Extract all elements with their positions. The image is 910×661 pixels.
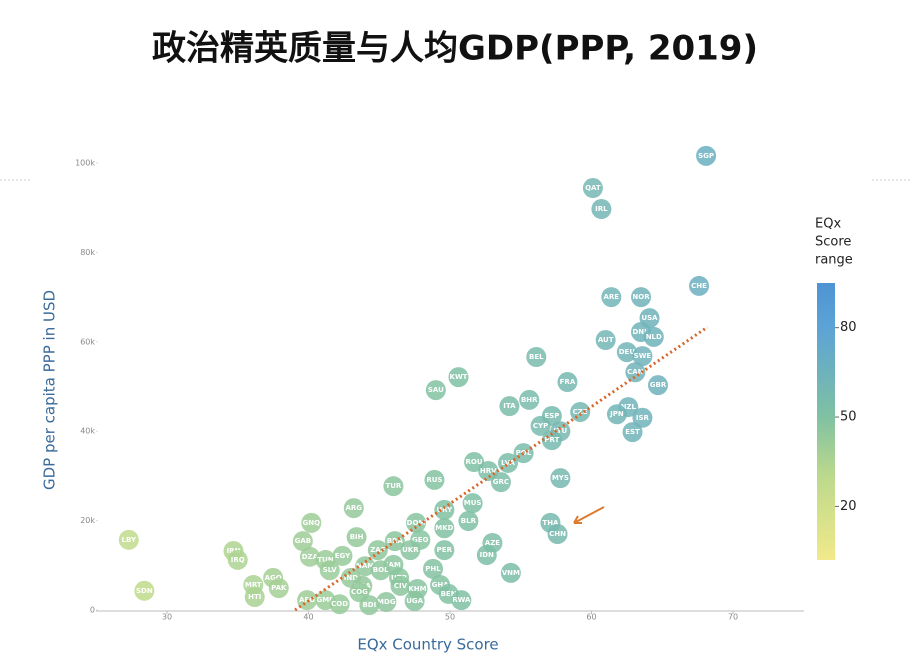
point	[582, 178, 603, 199]
x-tick-label: 70	[728, 613, 738, 622]
colorbar-tick-label: 80	[840, 320, 857, 335]
point	[359, 595, 380, 616]
point	[530, 415, 551, 436]
colorbar-title: range	[815, 253, 853, 268]
point	[301, 512, 322, 533]
point	[631, 287, 652, 308]
point	[498, 452, 519, 473]
x-tick-label: 60	[586, 613, 596, 622]
chart-title: 政治精英质量与人均GDP(PPP, 2019)	[152, 29, 758, 69]
point	[547, 524, 568, 545]
point	[332, 545, 353, 566]
point	[434, 499, 455, 520]
point	[404, 591, 425, 612]
point	[319, 560, 340, 581]
point	[423, 558, 444, 579]
point	[499, 396, 520, 417]
point	[118, 529, 139, 550]
point	[462, 493, 483, 514]
y-tick-label: 40k	[80, 427, 95, 436]
point	[476, 545, 497, 566]
point	[606, 404, 627, 425]
point	[591, 199, 612, 220]
point	[648, 375, 669, 396]
y-axis-title: GDP per capita PPP in USD	[41, 290, 59, 490]
colorbar-tick-label: 50	[840, 410, 857, 425]
annotation-arrow	[573, 506, 605, 524]
point	[299, 546, 320, 567]
point	[550, 468, 571, 489]
colorbar-title: Score	[815, 235, 851, 250]
point	[500, 562, 521, 583]
point	[616, 342, 637, 363]
point	[227, 549, 248, 570]
point	[570, 401, 591, 422]
colorbar	[817, 283, 835, 560]
colorbar-tick-label: 20	[840, 499, 857, 514]
point	[346, 527, 367, 548]
x-tick-label: 40	[303, 613, 313, 622]
y-tick-label: 20k	[80, 516, 95, 525]
point	[689, 275, 710, 296]
point	[601, 287, 622, 308]
point	[458, 511, 479, 532]
point	[329, 594, 350, 615]
point	[643, 326, 664, 347]
point	[343, 498, 364, 519]
point	[390, 575, 411, 596]
point	[370, 560, 391, 581]
point	[244, 587, 265, 608]
y-tick-label: 100k	[75, 159, 95, 168]
point	[268, 578, 289, 599]
trend-line	[294, 325, 709, 612]
point	[541, 430, 562, 451]
point	[367, 540, 388, 561]
x-axis-title: EQx Country Score	[357, 636, 498, 654]
point	[425, 380, 446, 401]
point	[383, 476, 404, 497]
point	[406, 512, 427, 533]
point	[451, 590, 472, 611]
point	[632, 346, 653, 367]
point	[424, 469, 445, 490]
point	[557, 372, 578, 393]
point	[376, 591, 397, 612]
point	[448, 367, 469, 388]
point	[696, 145, 717, 166]
point	[434, 518, 455, 539]
point	[134, 580, 155, 601]
point	[526, 347, 547, 368]
y-tick-label: 0	[90, 606, 95, 615]
x-tick-label: 50	[445, 613, 455, 622]
point	[595, 330, 616, 351]
point	[490, 472, 511, 493]
point	[434, 540, 455, 561]
point	[625, 362, 646, 383]
point	[519, 389, 540, 410]
y-tick-label: 80k	[80, 248, 95, 257]
point	[632, 407, 653, 428]
point	[400, 540, 421, 561]
point	[292, 531, 313, 552]
y-tick-label: 60k	[80, 337, 95, 346]
point	[355, 556, 376, 577]
x-tick-label: 30	[162, 613, 172, 622]
colorbar-title: EQx	[815, 217, 841, 232]
point	[622, 422, 643, 443]
